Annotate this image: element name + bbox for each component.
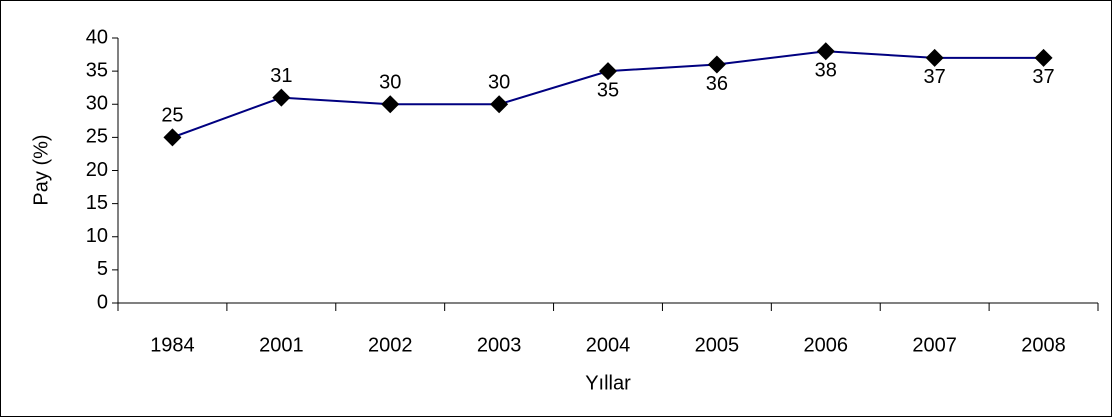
x-tick-label: 2003 bbox=[477, 334, 522, 356]
data-label: 36 bbox=[706, 73, 728, 95]
marker bbox=[381, 95, 400, 114]
data-label: 25 bbox=[161, 105, 183, 127]
x-tick-label: 2001 bbox=[259, 334, 304, 356]
y-tick-label: 30 bbox=[86, 93, 108, 115]
x-tick-label: 1984 bbox=[150, 334, 195, 356]
marker bbox=[1034, 48, 1053, 67]
x-tick-label: 2005 bbox=[695, 334, 740, 356]
marker bbox=[599, 62, 617, 81]
y-tick-label: 35 bbox=[86, 59, 108, 81]
data-label: 30 bbox=[488, 72, 510, 94]
y-tick-label: 0 bbox=[97, 291, 108, 313]
y-tick-label: 10 bbox=[86, 225, 108, 247]
x-tick-label: 2006 bbox=[804, 334, 849, 356]
x-tick-label: 2008 bbox=[1021, 334, 1066, 356]
y-tick-label: 15 bbox=[86, 192, 108, 214]
y-axis-title: Pay (%) bbox=[30, 134, 52, 205]
y-tick-label: 25 bbox=[86, 126, 108, 148]
marker bbox=[707, 55, 726, 74]
marker bbox=[163, 128, 182, 147]
data-label: 37 bbox=[1032, 66, 1054, 88]
marker bbox=[816, 42, 835, 61]
data-label: 35 bbox=[597, 79, 619, 101]
y-tick-label: 40 bbox=[86, 26, 108, 48]
x-tick-label: 2007 bbox=[912, 334, 957, 356]
marker bbox=[272, 88, 291, 107]
y-tick-label: 20 bbox=[86, 159, 108, 181]
x-tick-label: 2004 bbox=[586, 334, 631, 356]
data-label: 38 bbox=[815, 60, 837, 82]
y-tick-label: 5 bbox=[97, 258, 108, 280]
data-label: 37 bbox=[924, 66, 946, 88]
x-tick-label: 2002 bbox=[368, 334, 413, 356]
x-axis-title: Yıllar bbox=[585, 372, 631, 394]
data-label: 30 bbox=[379, 72, 401, 94]
marker bbox=[925, 48, 944, 67]
marker bbox=[490, 95, 509, 114]
data-label: 31 bbox=[270, 65, 292, 87]
